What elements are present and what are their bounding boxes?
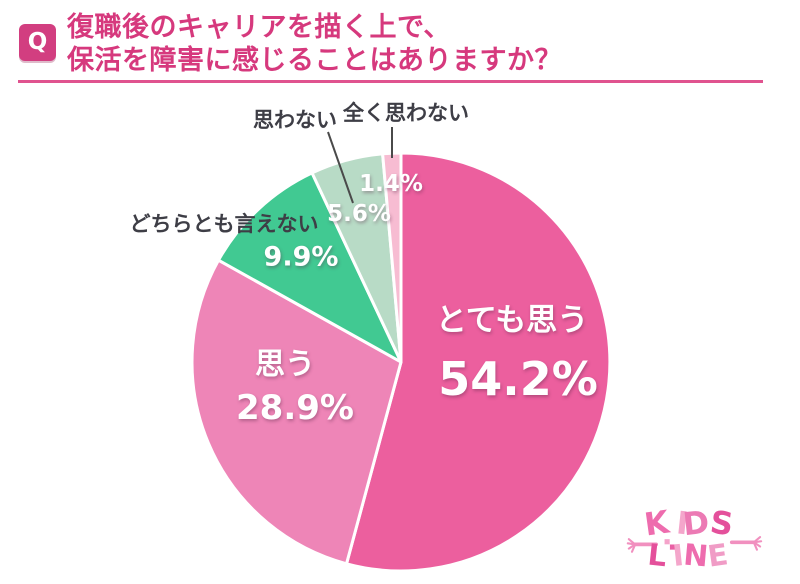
logo-right-arm-icon	[729, 536, 763, 551]
slice-value-strongly-agree: 54.2%	[438, 352, 598, 406]
pie-slice-0	[345, 151, 612, 573]
title-underline	[18, 80, 763, 83]
slice-value-neutral: 9.9%	[263, 241, 339, 273]
question-badge: Q	[19, 24, 56, 61]
page-title-line1: 復職後のキャリアを描く上で、	[67, 12, 451, 43]
slice-label-disagree: 思わない	[253, 108, 337, 132]
logo-letter: I	[675, 505, 690, 542]
logo-word-kids: K IDS	[642, 504, 735, 543]
slice-value-strongly-disagree: 1.4%	[359, 171, 423, 197]
logo-checker-icon	[664, 539, 676, 550]
logo-letter: S	[708, 505, 735, 544]
logo-letter: N	[682, 537, 709, 573]
logo-word-line: L INE	[646, 537, 730, 573]
slice-value-agree: 28.9%	[236, 388, 354, 428]
leader-line-disagree	[327, 131, 354, 204]
logo-letter: L	[646, 538, 668, 574]
page-title: 復職後のキャリアを描く上で、 保活を障害に感じることはありますか？	[67, 11, 562, 77]
slice-label-agree: 思う	[255, 347, 315, 382]
slice-label-strongly-disagree: 全く思わない	[343, 101, 469, 125]
slice-label-strongly-agree: とても思う	[435, 302, 589, 339]
logo-letter: D	[681, 505, 711, 544]
logo-left-arm-icon	[626, 538, 658, 553]
pie-slice-2	[217, 171, 403, 364]
slice-value-disagree: 5.6%	[327, 201, 391, 227]
page-title-line2: 保活を障害に感じることはありますか？	[67, 45, 562, 76]
logo-letter: I	[671, 538, 685, 573]
logo-letter: E	[705, 537, 730, 573]
slice-label-neutral: どちらとも言えない	[129, 212, 319, 236]
pie-slice-1	[190, 258, 403, 566]
kidsline-logo: K IDS L INE	[626, 504, 763, 574]
